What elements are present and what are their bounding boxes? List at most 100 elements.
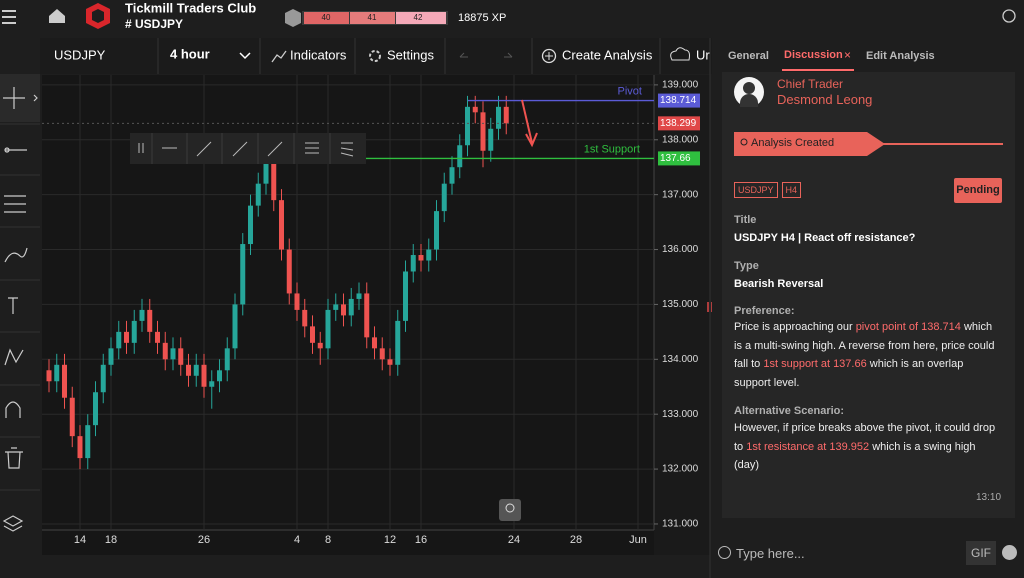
candle-body	[178, 348, 184, 365]
level-value: 137.66	[660, 153, 691, 164]
text: which is a multi-swing high. A reverse f…	[734, 321, 995, 370]
xp-badge	[285, 9, 301, 27]
candle-body	[147, 309, 153, 332]
banner-shape	[734, 132, 1003, 156]
candle-body	[496, 106, 501, 129]
field-label: Title	[734, 214, 757, 226]
avatar	[734, 77, 764, 107]
globe-icon[interactable]	[1002, 9, 1016, 23]
bulb-icon	[505, 503, 515, 513]
candle-body	[217, 370, 222, 382]
upload-button[interactable]: Ur	[696, 47, 710, 62]
candle-body	[302, 309, 308, 327]
level-label: 1st Support	[584, 143, 640, 155]
text: which is a swing high (day)	[734, 440, 976, 472]
candle-body	[186, 364, 191, 376]
create-icon[interactable]	[541, 48, 557, 64]
tab[interactable]: General	[728, 50, 769, 62]
symbol[interactable]: USDJPY	[54, 47, 106, 62]
candle-body	[379, 348, 385, 360]
price-value: 138.299	[660, 118, 697, 129]
toolbar-separators	[157, 38, 661, 74]
candle-body	[116, 331, 122, 349]
xp-seg	[350, 12, 395, 24]
level-tag	[658, 93, 700, 108]
top-bar	[0, 0, 1024, 38]
indicators-icon[interactable]	[271, 50, 287, 63]
candle-body	[62, 364, 67, 398]
candle-body	[248, 205, 253, 245]
upload-icon[interactable]	[670, 47, 690, 61]
undo-icon[interactable]	[459, 52, 468, 58]
tab-underline	[782, 69, 854, 71]
xp-level: 41	[368, 13, 377, 22]
y-tick-label: 132.000	[662, 464, 699, 475]
candle-body	[488, 128, 494, 151]
settings-button[interactable]: Settings	[387, 47, 434, 62]
candle-body	[85, 425, 91, 459]
text: Price is approaching our	[734, 321, 856, 333]
candle-body	[155, 331, 160, 343]
x-tick-label: 4	[294, 534, 300, 546]
xp-level: 42	[414, 13, 423, 22]
plot: 131.000 132.000 133.000 134.000 135.000 136.0…	[42, 75, 700, 546]
candle-body	[201, 364, 207, 387]
app-title: Tickmill Traders Club	[125, 0, 256, 15]
candle-body	[348, 298, 354, 316]
gif-button[interactable]: GIF	[966, 541, 996, 565]
text: which is an overlap support level.	[734, 358, 964, 389]
emoji-icon[interactable]	[718, 546, 731, 559]
home-icon[interactable]	[49, 9, 65, 23]
highlight: 1st resistance at 139.952	[746, 440, 870, 453]
candle-body	[310, 326, 315, 343]
y-tick-label: 134.000	[662, 354, 699, 365]
candle-body	[472, 106, 478, 113]
tab-active[interactable]: Discussion	[784, 49, 843, 61]
candle-body	[317, 342, 323, 349]
candle-body	[193, 364, 199, 376]
x-tick-label: 18	[105, 534, 117, 546]
y-tick-label: 136.000	[662, 244, 699, 255]
toolbar	[40, 38, 712, 74]
tags: USDJPY H4	[734, 180, 805, 198]
indicators-button[interactable]: Indicators	[290, 47, 347, 62]
field-label: Alternative Scenario:	[734, 405, 845, 417]
status-button[interactable]: Pending	[954, 178, 1002, 203]
x-tick-label: 8	[325, 534, 331, 546]
tab[interactable]: Edit Analysis	[866, 50, 935, 62]
highlight: 1st support at 137.66	[763, 358, 867, 370]
drawing-tools[interactable]	[138, 141, 354, 157]
candle-body	[271, 161, 277, 201]
alternative-text: However, if price breaks above the pivot…	[734, 419, 1000, 475]
candle-body	[46, 370, 52, 382]
message-input[interactable]: Type here...	[736, 546, 805, 561]
candle-body	[162, 342, 168, 360]
highlight: pivot point of 138.714	[855, 321, 961, 333]
level-value: 138.714	[660, 95, 697, 106]
menu-icon[interactable]	[2, 10, 16, 24]
candle-body	[418, 255, 424, 261]
field-value: USDJPY H4 | React off resistance?	[734, 232, 916, 244]
timestamp: 13:10	[976, 492, 1002, 503]
price-axis	[654, 75, 710, 555]
level-label: Pivot	[618, 85, 642, 97]
timeframe[interactable]: 4 hour	[170, 46, 210, 61]
redo-icon[interactable]	[504, 52, 513, 58]
candle-body	[279, 200, 284, 250]
create-analysis-button[interactable]: Create Analysis	[562, 47, 653, 62]
candle-body	[434, 211, 439, 250]
emoji-button[interactable]	[1002, 545, 1017, 560]
y-tick-label: 137.000	[662, 189, 699, 200]
candle-body	[465, 106, 470, 146]
y-tick-label: 131.000	[662, 519, 699, 530]
candle-body	[232, 304, 238, 349]
tab-close[interactable]: ×	[844, 48, 852, 62]
author-name[interactable]: Desmond Leong	[777, 92, 873, 107]
hint-button[interactable]	[499, 499, 521, 521]
settings-icon[interactable]	[369, 50, 381, 62]
candle-body	[131, 320, 137, 343]
level-tag	[658, 151, 700, 166]
candle-body	[364, 293, 370, 338]
dropdown-icon[interactable]	[239, 52, 251, 60]
